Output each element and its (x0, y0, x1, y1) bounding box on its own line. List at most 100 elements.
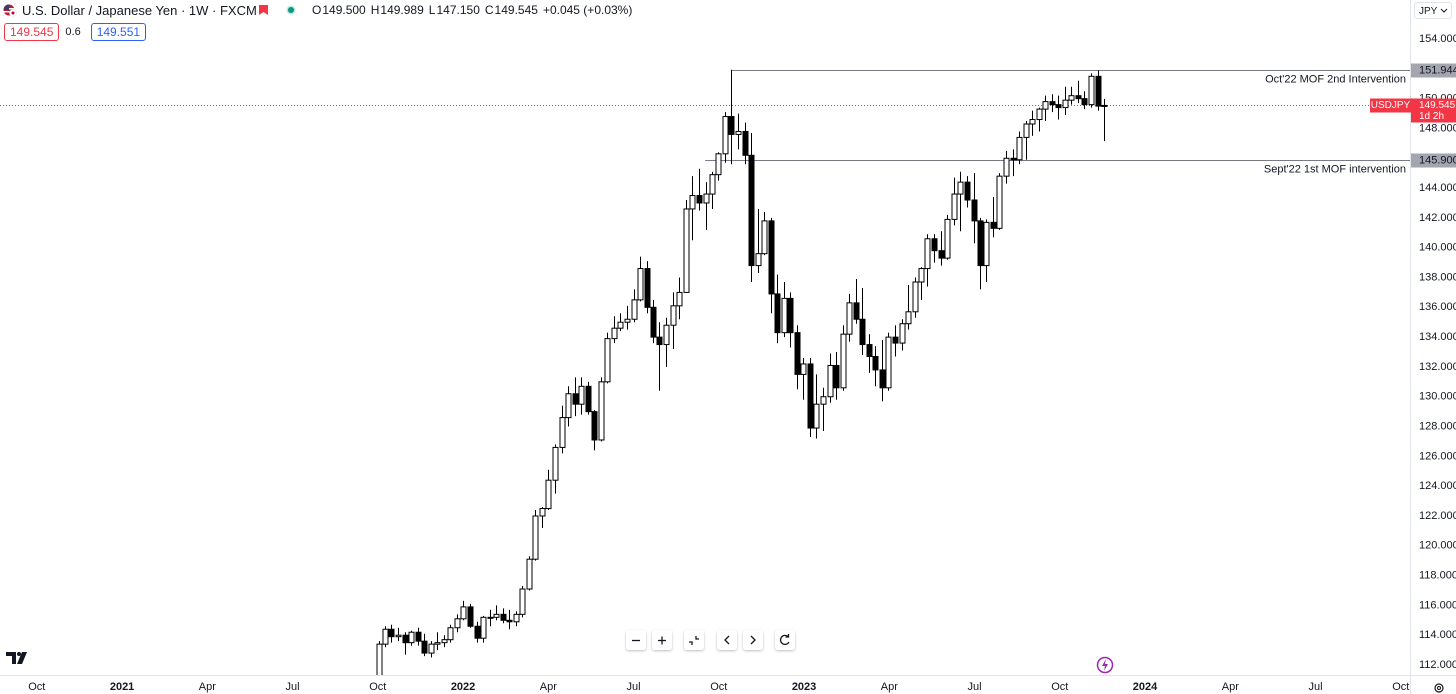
x-tick-label: Apr (881, 681, 898, 693)
candle-body (500, 613, 507, 621)
y-tick-label: 134.000 (1419, 331, 1456, 343)
candle-body (1055, 104, 1062, 109)
candle-body (722, 116, 729, 155)
candle-body (1075, 95, 1082, 100)
reset-scale-button[interactable] (684, 630, 704, 650)
y-tick-label: 132.000 (1419, 361, 1456, 373)
y-tick-label: 144.000 (1419, 182, 1456, 194)
alert-icon[interactable] (1096, 656, 1114, 674)
candle-body (833, 364, 840, 389)
candle-body (879, 369, 886, 389)
y-tick-label: 126.000 (1419, 450, 1456, 462)
candle-body (1049, 101, 1056, 106)
candle-body (983, 221, 990, 267)
candle-body (644, 268, 651, 308)
candle-body (996, 175, 1003, 229)
candle-body (559, 417, 566, 448)
y-tick-label: 136.000 (1419, 301, 1456, 313)
annotation-price-box (1411, 63, 1456, 78)
candle-body (474, 625, 481, 639)
candle-body (467, 606, 474, 627)
candle-body (918, 268, 925, 283)
y-tick-label: 148.000 (1419, 122, 1456, 134)
y-tick-label: 140.000 (1419, 242, 1456, 254)
legend-key: H (370, 3, 380, 17)
annotation-price-label: 151.944 (1419, 64, 1456, 76)
candle-body (1036, 108, 1043, 121)
candle-body (944, 218, 951, 259)
candle-body (591, 411, 598, 441)
x-tick-label: 2022 (451, 681, 475, 693)
candle-body (800, 363, 807, 375)
candle-body (1095, 75, 1102, 107)
candle-body (631, 299, 638, 320)
candle-body (656, 336, 663, 346)
sell-button[interactable]: 149.545 (4, 23, 60, 41)
header: U.S. Dollar / Japanese Yen · 1W · FXCM (22, 3, 261, 18)
candle-body (447, 627, 454, 641)
reset-chart-button[interactable] (775, 630, 795, 650)
candle-body (441, 639, 448, 644)
candle-body (840, 333, 847, 389)
candle-body (931, 238, 938, 252)
candle-body (1062, 99, 1069, 109)
candle-body (872, 356, 879, 371)
symbol-icon (3, 4, 17, 17)
x-tick-label: Apr (1222, 681, 1239, 693)
candle-body (703, 193, 710, 204)
candle-body (924, 238, 931, 270)
candle-body (1042, 101, 1049, 110)
annotation-price-box (1411, 153, 1456, 168)
candle-body (408, 631, 415, 644)
candle-body (938, 250, 945, 259)
candle-body (532, 515, 539, 560)
candle-body (480, 616, 487, 639)
candle-body (402, 634, 409, 644)
x-tick-label: Jul (286, 681, 300, 693)
y-tick-label: 118.000 (1419, 569, 1456, 581)
candle-body (670, 305, 677, 326)
x-tick-label: Jul (968, 681, 982, 693)
buy-button[interactable]: 149.551 (90, 23, 147, 41)
candle-body (454, 618, 461, 629)
legend-value: 149.545 (494, 3, 538, 17)
candle-body (748, 154, 755, 267)
candle-body (578, 385, 585, 405)
candle-body (1003, 157, 1010, 177)
x-tick-label: Oct (1392, 681, 1409, 693)
currency-select[interactable]: JPY (1414, 2, 1452, 19)
candle-body (1088, 75, 1095, 106)
candle-body (539, 508, 546, 517)
scroll-right-button[interactable] (743, 630, 763, 650)
y-tick-label: 112.000 (1419, 659, 1456, 671)
settings-icon[interactable] (1434, 683, 1444, 693)
candle-body (676, 291, 683, 307)
candle-body (774, 293, 781, 334)
x-tick-label: Apr (540, 681, 557, 693)
candle-body (781, 297, 788, 334)
zoom-in-button[interactable] (652, 630, 672, 650)
x-tick-label: Jul (1309, 681, 1323, 693)
last-price-label: 149.545 (1419, 100, 1456, 111)
candle-body (885, 336, 892, 389)
candle-body (415, 631, 422, 642)
x-tick-label: 2024 (1133, 681, 1158, 693)
zoom-out-button[interactable] (626, 630, 646, 650)
y-tick-label: 122.000 (1419, 510, 1456, 522)
legend-change: +0.045 (+0.03%) (542, 3, 633, 17)
countdown-label: 1d 2h (1419, 111, 1444, 122)
x-tick-label: Oct (710, 681, 727, 693)
candle-body (611, 327, 618, 340)
candle-body (728, 116, 735, 135)
scroll-left-button[interactable] (717, 630, 737, 650)
candle-body (899, 323, 906, 344)
y-tick-label: 154.000 (1419, 33, 1456, 45)
candle-body (912, 281, 919, 313)
candle-body (395, 634, 402, 638)
market-status-dot (288, 7, 294, 13)
flag-icon[interactable] (259, 5, 268, 15)
candle-body (846, 302, 853, 335)
candle-body (519, 588, 526, 615)
